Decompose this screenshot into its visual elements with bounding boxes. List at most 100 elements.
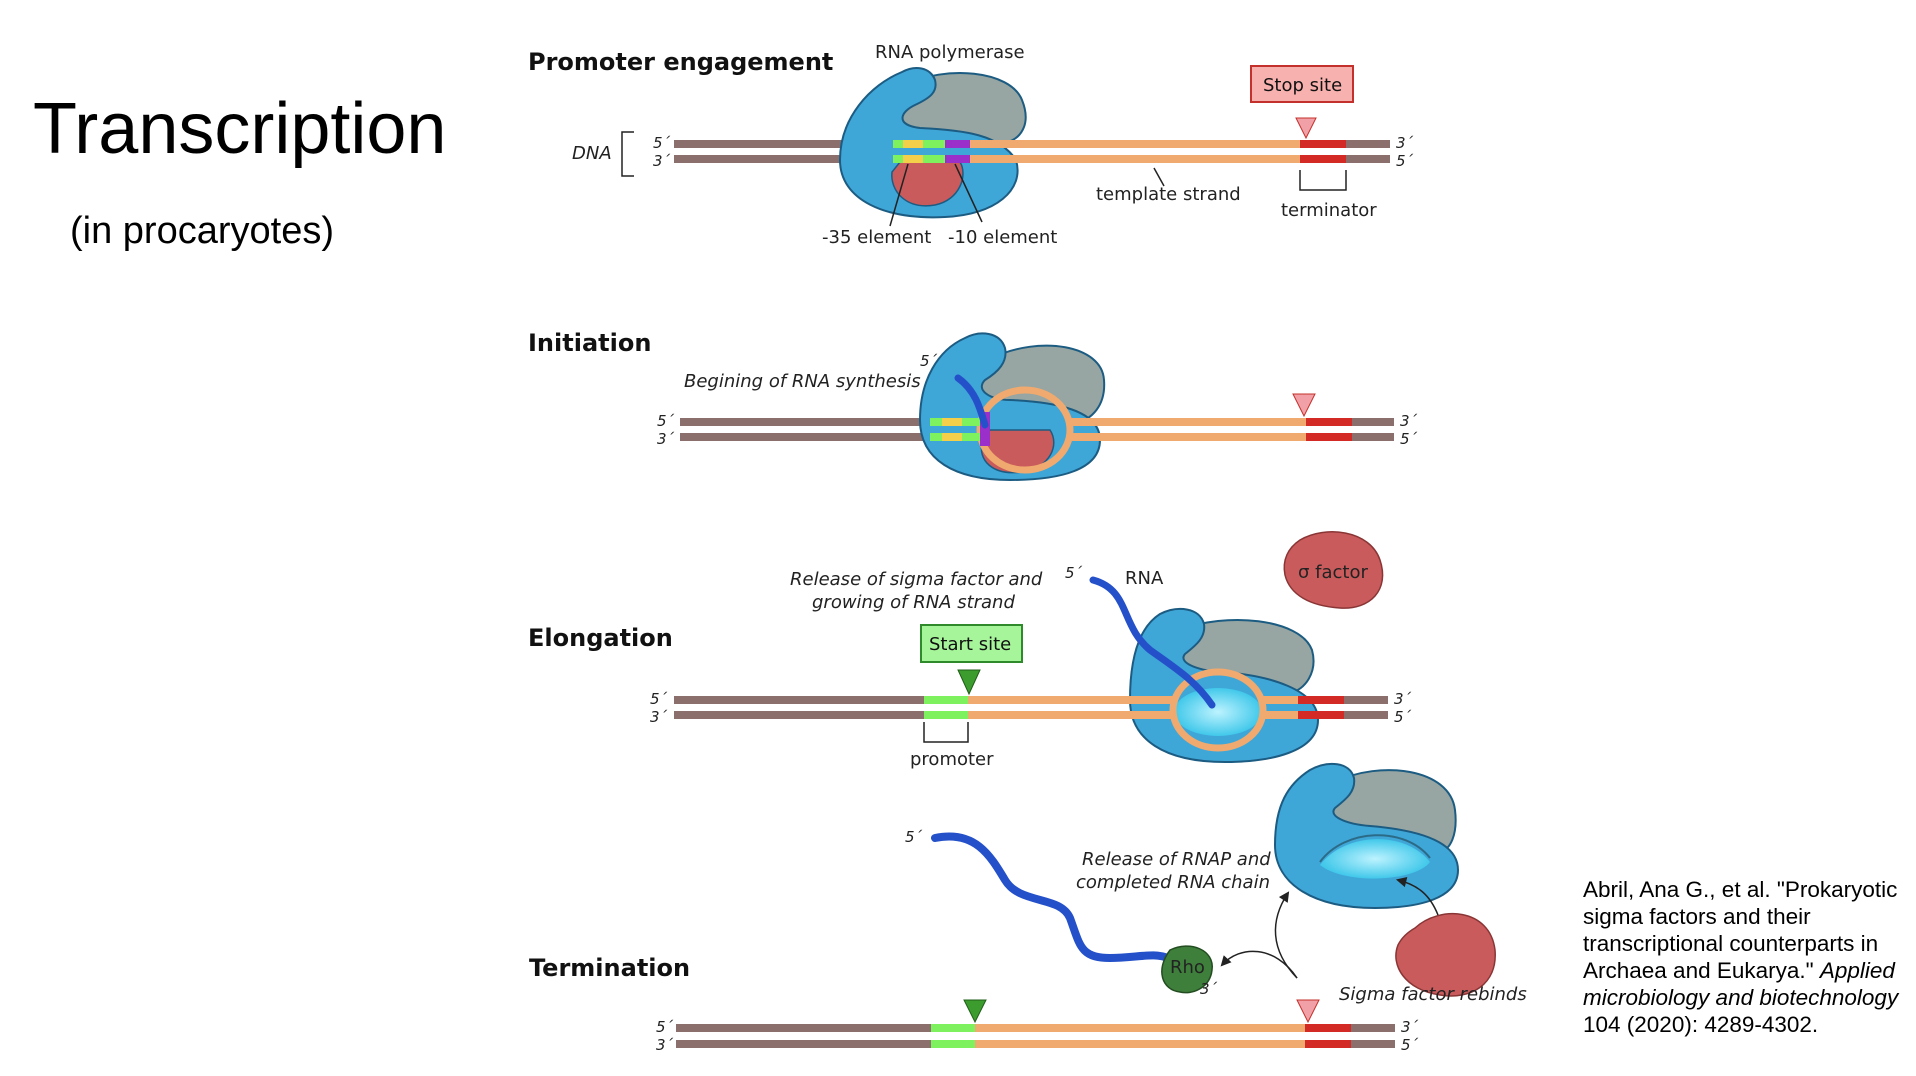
- citation-tail: 104 (2020): 4289-4302.: [1583, 1012, 1819, 1037]
- promoter-green-top-2: [923, 140, 945, 148]
- five-prime-top-initiation: 5´: [657, 412, 675, 430]
- minus35-bottom: [903, 155, 923, 163]
- rna-initiation: [954, 374, 989, 429]
- promoter-label: promoter: [910, 749, 994, 770]
- stop-marker-termination: [1296, 999, 1320, 1024]
- stop-site-marker: [1295, 117, 1317, 140]
- three-prime-top-termination: 3´: [1401, 1018, 1419, 1036]
- initiation-green-top-2: [962, 418, 980, 426]
- terminator-bottom: [1300, 155, 1346, 163]
- template-strand-bottom: [970, 155, 1300, 163]
- heading-promoter-engagement: Promoter engagement: [528, 48, 833, 76]
- rna-label: RNA: [1125, 568, 1164, 589]
- three-prime-bottom: 3´: [653, 152, 671, 170]
- stop-site-label: Stop site: [1263, 75, 1342, 96]
- promoter-green-bottom-1: [893, 155, 903, 163]
- sigma-rebind-arrow: [1395, 876, 1439, 916]
- stage-elongation: Elongation Release of sigma factor and g…: [528, 531, 1412, 770]
- promoter-bottom-termination: [931, 1040, 975, 1048]
- initiation-green-bottom-1: [930, 433, 942, 441]
- initiation-minus10: [980, 412, 990, 446]
- sigma-factor-bound: [891, 161, 964, 207]
- three-prime-bottom-termination: 3´: [656, 1036, 674, 1054]
- dna-bottom-left: [674, 155, 894, 163]
- heading-termination: Termination: [529, 954, 690, 982]
- terminator-bottom-initiation: [1306, 433, 1352, 441]
- dna-bottom-right: [1346, 155, 1390, 163]
- three-prime-bottom-elongation: 3´: [650, 708, 668, 726]
- minus10-bottom: [945, 155, 970, 163]
- minus10-leader: [954, 163, 983, 223]
- dna-top-right-initiation: [1352, 418, 1394, 426]
- stop-site-box: [1250, 65, 1354, 103]
- template-bottom-elongation-right: [1262, 711, 1298, 719]
- citation-journal: Applied microbiology and biotechnology: [1583, 958, 1899, 1010]
- termination-note-line1: Release of RNAP and: [1082, 849, 1271, 870]
- elongation-note-line2: growing of RNA strand: [812, 592, 1015, 613]
- terminator-label: terminator: [1281, 200, 1377, 221]
- initiation-note: Begining of RNA synthesis: [684, 371, 921, 392]
- dna-top-right: [1346, 140, 1390, 148]
- promoter-bottom-elongation: [924, 711, 968, 719]
- dna-label: DNA: [572, 143, 612, 164]
- dna-top-left-initiation: [680, 418, 930, 426]
- template-bottom-termination: [975, 1040, 1305, 1048]
- terminator-bottom-elongation: [1298, 711, 1344, 719]
- elongation-note-line1: Release of sigma factor and: [790, 569, 1043, 590]
- start-marker-termination: [963, 999, 987, 1024]
- five-prime-bottom-termination: 5´: [1401, 1036, 1419, 1054]
- template-top-elongation-left: [968, 696, 1173, 704]
- rho-factor: [1161, 945, 1213, 994]
- template-strand-label: template strand: [1096, 184, 1241, 205]
- dna-bottom-right-elongation: [1344, 711, 1388, 719]
- dna-top-right-elongation: [1344, 696, 1388, 704]
- rna-polymerase-elongation: [1128, 607, 1320, 764]
- five-prime-bottom-initiation: 5´: [1400, 430, 1418, 448]
- minus10-label: -10 element: [948, 227, 1057, 248]
- released-rna-strand: [931, 832, 1179, 966]
- terminator-top-initiation: [1306, 418, 1352, 426]
- termination-note-line2: completed RNA chain: [1076, 872, 1270, 893]
- sigma-factor-free: [1283, 531, 1384, 609]
- initiation-minus35-bottom: [942, 433, 962, 441]
- dna-bracket: [621, 131, 634, 177]
- rho-label: Rho: [1170, 957, 1205, 978]
- sigma-rebinds-label: Sigma factor rebinds: [1339, 984, 1527, 1005]
- rna-polymerase-initiation: [918, 332, 1106, 482]
- terminator-bottom-termination: [1305, 1040, 1351, 1048]
- initiation-minus35-top: [942, 418, 962, 426]
- slide-subtitle: (in procaryotes): [70, 210, 334, 252]
- minus35-leader: [889, 163, 909, 227]
- minus35-top: [903, 140, 923, 148]
- template-bottom-initiation: [1070, 433, 1306, 441]
- three-prime-top: 3´: [1396, 134, 1414, 152]
- start-site-label: Start site: [929, 634, 1011, 655]
- slide-title: Transcription: [33, 89, 447, 169]
- five-prime-bottom: 5´: [1396, 152, 1414, 170]
- terminator-bracket: [1299, 170, 1347, 191]
- initiation-green-top-1: [930, 418, 942, 426]
- minus35-label: -35 element: [822, 227, 931, 248]
- stop-marker-initiation: [1292, 393, 1316, 418]
- released-polymerase: [1273, 762, 1460, 910]
- dna-top-left: [674, 140, 894, 148]
- five-prime-top-termination: 5´: [656, 1018, 674, 1036]
- active-site-glow-elongation: [1174, 688, 1262, 736]
- template-top-termination: [975, 1024, 1305, 1032]
- three-prime-bottom-initiation: 3´: [657, 430, 675, 448]
- promoter-top-termination: [931, 1024, 975, 1032]
- rna-polymerase-label: RNA polymerase: [875, 42, 1025, 63]
- dna-bottom-right-termination: [1351, 1040, 1395, 1048]
- heading-elongation: Elongation: [528, 624, 673, 652]
- three-prime-top-elongation: 3´: [1394, 690, 1412, 708]
- five-prime-top-elongation: 5´: [650, 690, 668, 708]
- rna-three-prime-termination: 3´: [1200, 980, 1218, 998]
- heading-initiation: Initiation: [528, 329, 651, 357]
- terminator-top-elongation: [1298, 696, 1344, 704]
- five-prime-bottom-elongation: 5´: [1394, 708, 1412, 726]
- released-active-site: [1320, 839, 1430, 879]
- stage-promoter-engagement: Promoter engagement DNA RNA polymerase: [528, 42, 1414, 248]
- terminator-top: [1300, 140, 1346, 148]
- promoter-green-bottom-2: [923, 155, 945, 163]
